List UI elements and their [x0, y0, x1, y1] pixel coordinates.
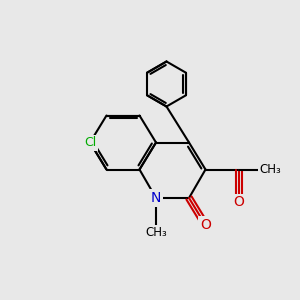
Text: O: O [233, 196, 244, 209]
Text: CH₃: CH₃ [145, 226, 167, 239]
Text: O: O [200, 218, 211, 232]
Text: N: N [151, 191, 161, 205]
Text: Cl: Cl [84, 136, 96, 149]
Text: CH₃: CH₃ [259, 163, 281, 176]
